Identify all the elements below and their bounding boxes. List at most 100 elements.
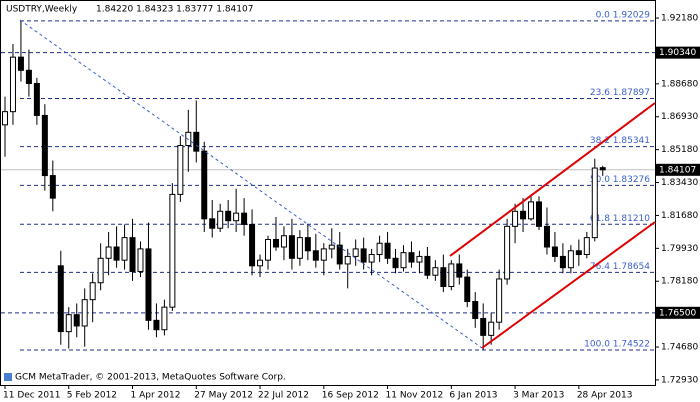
candle-body	[456, 263, 463, 278]
y-tick-label: 1.79930	[661, 244, 698, 254]
candle-body	[105, 246, 112, 259]
candle-body	[57, 265, 64, 333]
candle-body	[272, 238, 279, 248]
y-tick-label: 1.74680	[661, 343, 698, 353]
y-tick-label: 1.92180	[661, 14, 698, 24]
y-tick-label: 1.81680	[661, 211, 698, 221]
x-tick-label: 16 Sep 2012	[322, 391, 379, 401]
candle-body	[448, 263, 455, 287]
x-tick-label: 28 Apr 2013	[577, 391, 633, 401]
candle-body	[392, 257, 399, 269]
candle-body	[472, 301, 479, 319]
candle-body	[496, 278, 503, 323]
candle-body	[161, 306, 168, 331]
candle-body	[368, 254, 375, 263]
candle-body	[177, 145, 184, 195]
candle-body	[33, 82, 40, 116]
candle-body	[113, 246, 120, 261]
candle-body	[432, 267, 439, 276]
candle-body	[400, 252, 407, 269]
candle-body	[336, 244, 343, 265]
candle-body	[280, 235, 287, 248]
x-tick-label: 3 Mar 2013	[513, 391, 564, 401]
candle-body	[41, 114, 48, 177]
x-tick-label: 27 May 2012	[194, 391, 253, 401]
candle-body	[225, 210, 232, 222]
candle-body	[360, 248, 367, 263]
candle-body	[89, 282, 96, 301]
candle-body	[233, 212, 240, 222]
price-label: 1.84107	[659, 165, 696, 175]
fib-label: 0.0 1.92029	[596, 10, 651, 20]
fib-label: 61.8 1.81210	[590, 214, 650, 224]
candle-body	[480, 317, 487, 336]
y-tick-label: 1.85180	[661, 145, 698, 155]
header-values: 1.84220 1.84323 1.83777 1.84107	[96, 5, 253, 15]
candle-body	[424, 255, 431, 276]
fib-label: 76.4 1.78654	[590, 262, 650, 272]
y-tick-label: 1.72930	[661, 375, 698, 385]
price-label: 1.76500	[659, 308, 696, 318]
candle-body	[559, 255, 566, 269]
candle-body	[9, 56, 16, 113]
candle-body	[257, 259, 264, 267]
candle-body	[2, 111, 8, 126]
candle-body	[65, 314, 72, 333]
candle-body	[384, 242, 391, 259]
candle-body	[49, 175, 56, 199]
y-tick-label: 1.78180	[661, 277, 698, 287]
plot-frame	[0, 0, 656, 386]
logo-icon	[4, 373, 12, 381]
candle-body	[97, 257, 104, 284]
y-tick-label: 1.83430	[661, 178, 698, 188]
candle-body	[201, 150, 208, 220]
price-label-box	[656, 163, 700, 176]
channel-lower	[481, 221, 656, 349]
candle-body	[416, 255, 423, 263]
candle-body	[193, 131, 200, 152]
candle-body	[73, 314, 80, 327]
candle-body	[599, 167, 606, 171]
channel-upper	[449, 102, 656, 257]
y-tick-label: 1.86930	[661, 112, 698, 122]
candle-body	[25, 69, 32, 84]
x-tick-label: 6 Jan 2013	[449, 391, 497, 401]
y-tick-label: 1.88680	[661, 79, 698, 89]
price-label: 1.90340	[659, 48, 696, 58]
candle-body	[17, 56, 24, 71]
candle-body	[249, 223, 256, 267]
candle-body	[81, 299, 88, 327]
candle-body	[408, 252, 415, 263]
candle-body	[145, 248, 152, 321]
plot: 0.0 1.92029 23.6 1.87897 38.2 1.85341 50.0 …	[1, 10, 655, 351]
fib-label: 50.0 1.83276	[590, 175, 650, 185]
candle-body	[344, 255, 351, 265]
candle-body	[376, 242, 383, 256]
x-tick-label: 11 Nov 2012	[386, 391, 444, 401]
candle-body	[464, 276, 471, 303]
candle-body	[129, 237, 136, 272]
candle-body	[312, 250, 319, 261]
candle-body	[304, 237, 311, 252]
candle-body	[241, 212, 248, 225]
candle-body	[528, 201, 535, 220]
candle-body	[567, 250, 574, 269]
candle-body	[288, 235, 295, 259]
fib-label: 100.0 1.74522	[584, 339, 650, 349]
candle-body	[575, 250, 582, 256]
candle-body	[296, 237, 303, 259]
footer: GCM MetaTrader, © 2001-2013, MetaQuotes …	[15, 373, 286, 383]
fib-trend-line	[19, 19, 483, 349]
candle-body	[512, 210, 519, 227]
candle-body	[328, 244, 335, 250]
candle-body	[320, 248, 327, 261]
fib-label: 38.2 1.85341	[590, 136, 650, 146]
candle-body	[121, 237, 128, 261]
x-tick-label: 1 Apr 2012	[131, 391, 181, 401]
candle-body	[591, 167, 598, 239]
candle-body	[583, 237, 590, 256]
candle-body	[153, 319, 160, 331]
price-label-box	[656, 46, 700, 59]
candle-body	[440, 267, 447, 287]
